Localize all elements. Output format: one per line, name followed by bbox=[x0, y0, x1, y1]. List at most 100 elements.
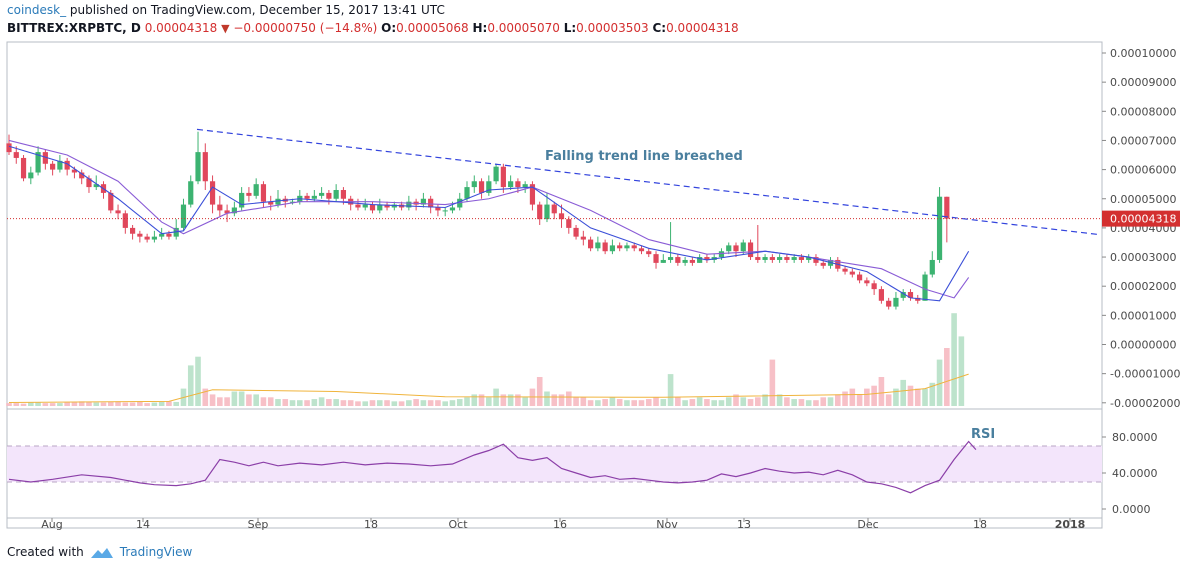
volume-bar-up bbox=[456, 399, 463, 406]
volume-bar-up bbox=[682, 400, 688, 406]
candle-down bbox=[871, 283, 877, 290]
candle-up bbox=[624, 245, 630, 249]
volume-bar-down bbox=[813, 400, 819, 406]
volume-bar-down bbox=[340, 400, 347, 406]
volume-bar-down bbox=[704, 399, 710, 406]
volume-bar-up bbox=[57, 403, 63, 406]
trend-line-annotation: Falling trend line breached bbox=[545, 149, 743, 164]
volume-bar-up bbox=[507, 394, 514, 406]
candle-up bbox=[362, 204, 368, 208]
volume-bar-up bbox=[464, 397, 470, 406]
volume-bar-up bbox=[391, 401, 398, 406]
candle-down bbox=[537, 204, 543, 220]
candle-down bbox=[108, 192, 114, 211]
volume-bar-down bbox=[78, 401, 85, 406]
volume-bar-down bbox=[675, 397, 681, 406]
candle-up bbox=[35, 152, 41, 173]
candle-down bbox=[71, 169, 78, 173]
volume-bar-down bbox=[653, 397, 659, 406]
volume-bar-down bbox=[304, 400, 310, 406]
volume-bar-up bbox=[776, 394, 783, 406]
candle-up bbox=[420, 198, 426, 205]
price-axis[interactable]: 0.00010000 0.00009000 0.00008000 0.00007000… bbox=[1102, 47, 1180, 410]
volume-bar-down bbox=[355, 401, 361, 406]
falling-trend-line bbox=[196, 128, 1098, 235]
volume-bar-up bbox=[922, 388, 928, 406]
volume-bar-down bbox=[435, 400, 441, 406]
volume-bar-down bbox=[500, 394, 507, 406]
price-change: −0.00000750 (−14.8%) bbox=[233, 21, 378, 35]
volume-bar-down bbox=[755, 397, 761, 406]
volume-bar-down bbox=[834, 394, 841, 406]
volume-bar-down bbox=[326, 399, 332, 406]
candle-up bbox=[493, 166, 499, 182]
volume-bar-up bbox=[93, 402, 100, 406]
candle-down bbox=[551, 204, 557, 214]
high-value: 0.00005070 bbox=[487, 21, 560, 35]
candle-down bbox=[209, 181, 216, 205]
candle-down bbox=[137, 233, 143, 237]
volume-bar-up bbox=[362, 401, 369, 406]
candle-down bbox=[689, 259, 695, 263]
volume-bar-down bbox=[86, 401, 92, 406]
symbol-legend: BITTREX:XRPBTC, D 0.00004318 ▼ −0.000007… bbox=[7, 21, 739, 35]
volume-bar-down bbox=[122, 402, 129, 406]
volume-bar-up bbox=[725, 397, 732, 406]
candle-down bbox=[886, 300, 892, 307]
volume-bar-up bbox=[893, 388, 899, 406]
candle-down bbox=[500, 166, 506, 188]
candle-up bbox=[239, 192, 245, 208]
candle-down bbox=[653, 254, 659, 263]
candle-up bbox=[464, 187, 470, 199]
volume-bar-up bbox=[442, 401, 448, 406]
volume-bar-up bbox=[595, 400, 601, 406]
volume-bar-up bbox=[318, 397, 325, 406]
rsi-tick-label: 40.0000 bbox=[1112, 467, 1158, 480]
volume-bar-down bbox=[907, 385, 914, 406]
candle-up bbox=[57, 160, 63, 170]
time-tick-label: 14 bbox=[136, 518, 150, 531]
volume-bar-down bbox=[616, 399, 623, 406]
author-link[interactable]: coindesk_ bbox=[7, 3, 67, 17]
volume-bar-down bbox=[398, 401, 405, 406]
candle-down bbox=[747, 242, 754, 258]
volume-bar-up bbox=[275, 399, 281, 406]
volume-bar-up bbox=[718, 400, 725, 406]
candle-down bbox=[202, 152, 208, 182]
candle-down bbox=[144, 236, 150, 240]
time-axis[interactable]: Aug 14 Sep 18 Oct 16 Nov 13 Dec 18 2018 bbox=[41, 518, 1085, 531]
candle-down bbox=[842, 268, 848, 272]
volume-bar-down bbox=[209, 394, 216, 406]
volume-bar-down bbox=[384, 400, 390, 406]
volume-bar-down bbox=[733, 394, 739, 406]
rsi-panel[interactable]: RSI 80.0000 40.0000 0.0000 bbox=[7, 427, 1158, 516]
candle-up bbox=[406, 201, 412, 208]
candle-up bbox=[740, 242, 746, 252]
candle-up bbox=[275, 198, 281, 205]
candle-down bbox=[369, 204, 376, 211]
created-with-text: Created with bbox=[7, 545, 84, 559]
candle-down bbox=[580, 236, 586, 240]
volume-bar-up bbox=[696, 397, 703, 406]
candle-down bbox=[755, 257, 761, 260]
candle-down bbox=[217, 204, 223, 211]
volume-bar-up bbox=[158, 401, 165, 406]
candle-up bbox=[333, 190, 339, 199]
published-text: published on TradingView.com, December 1… bbox=[69, 3, 445, 17]
candle-down bbox=[646, 251, 652, 255]
candle-down bbox=[529, 184, 536, 205]
volume-bar-down bbox=[100, 402, 107, 406]
tradingview-link[interactable]: TradingView bbox=[119, 545, 193, 559]
candle-up bbox=[660, 259, 666, 263]
candle-up bbox=[377, 204, 383, 211]
time-tick-label: 16 bbox=[553, 518, 567, 531]
candle-down bbox=[79, 172, 85, 179]
candle-down bbox=[675, 257, 681, 263]
candle-up bbox=[777, 257, 783, 260]
volume-bar-down bbox=[580, 397, 587, 406]
volume-bar-down bbox=[260, 397, 267, 406]
candle-up bbox=[391, 204, 397, 208]
candle-down bbox=[478, 181, 485, 193]
candle-up bbox=[188, 181, 194, 205]
